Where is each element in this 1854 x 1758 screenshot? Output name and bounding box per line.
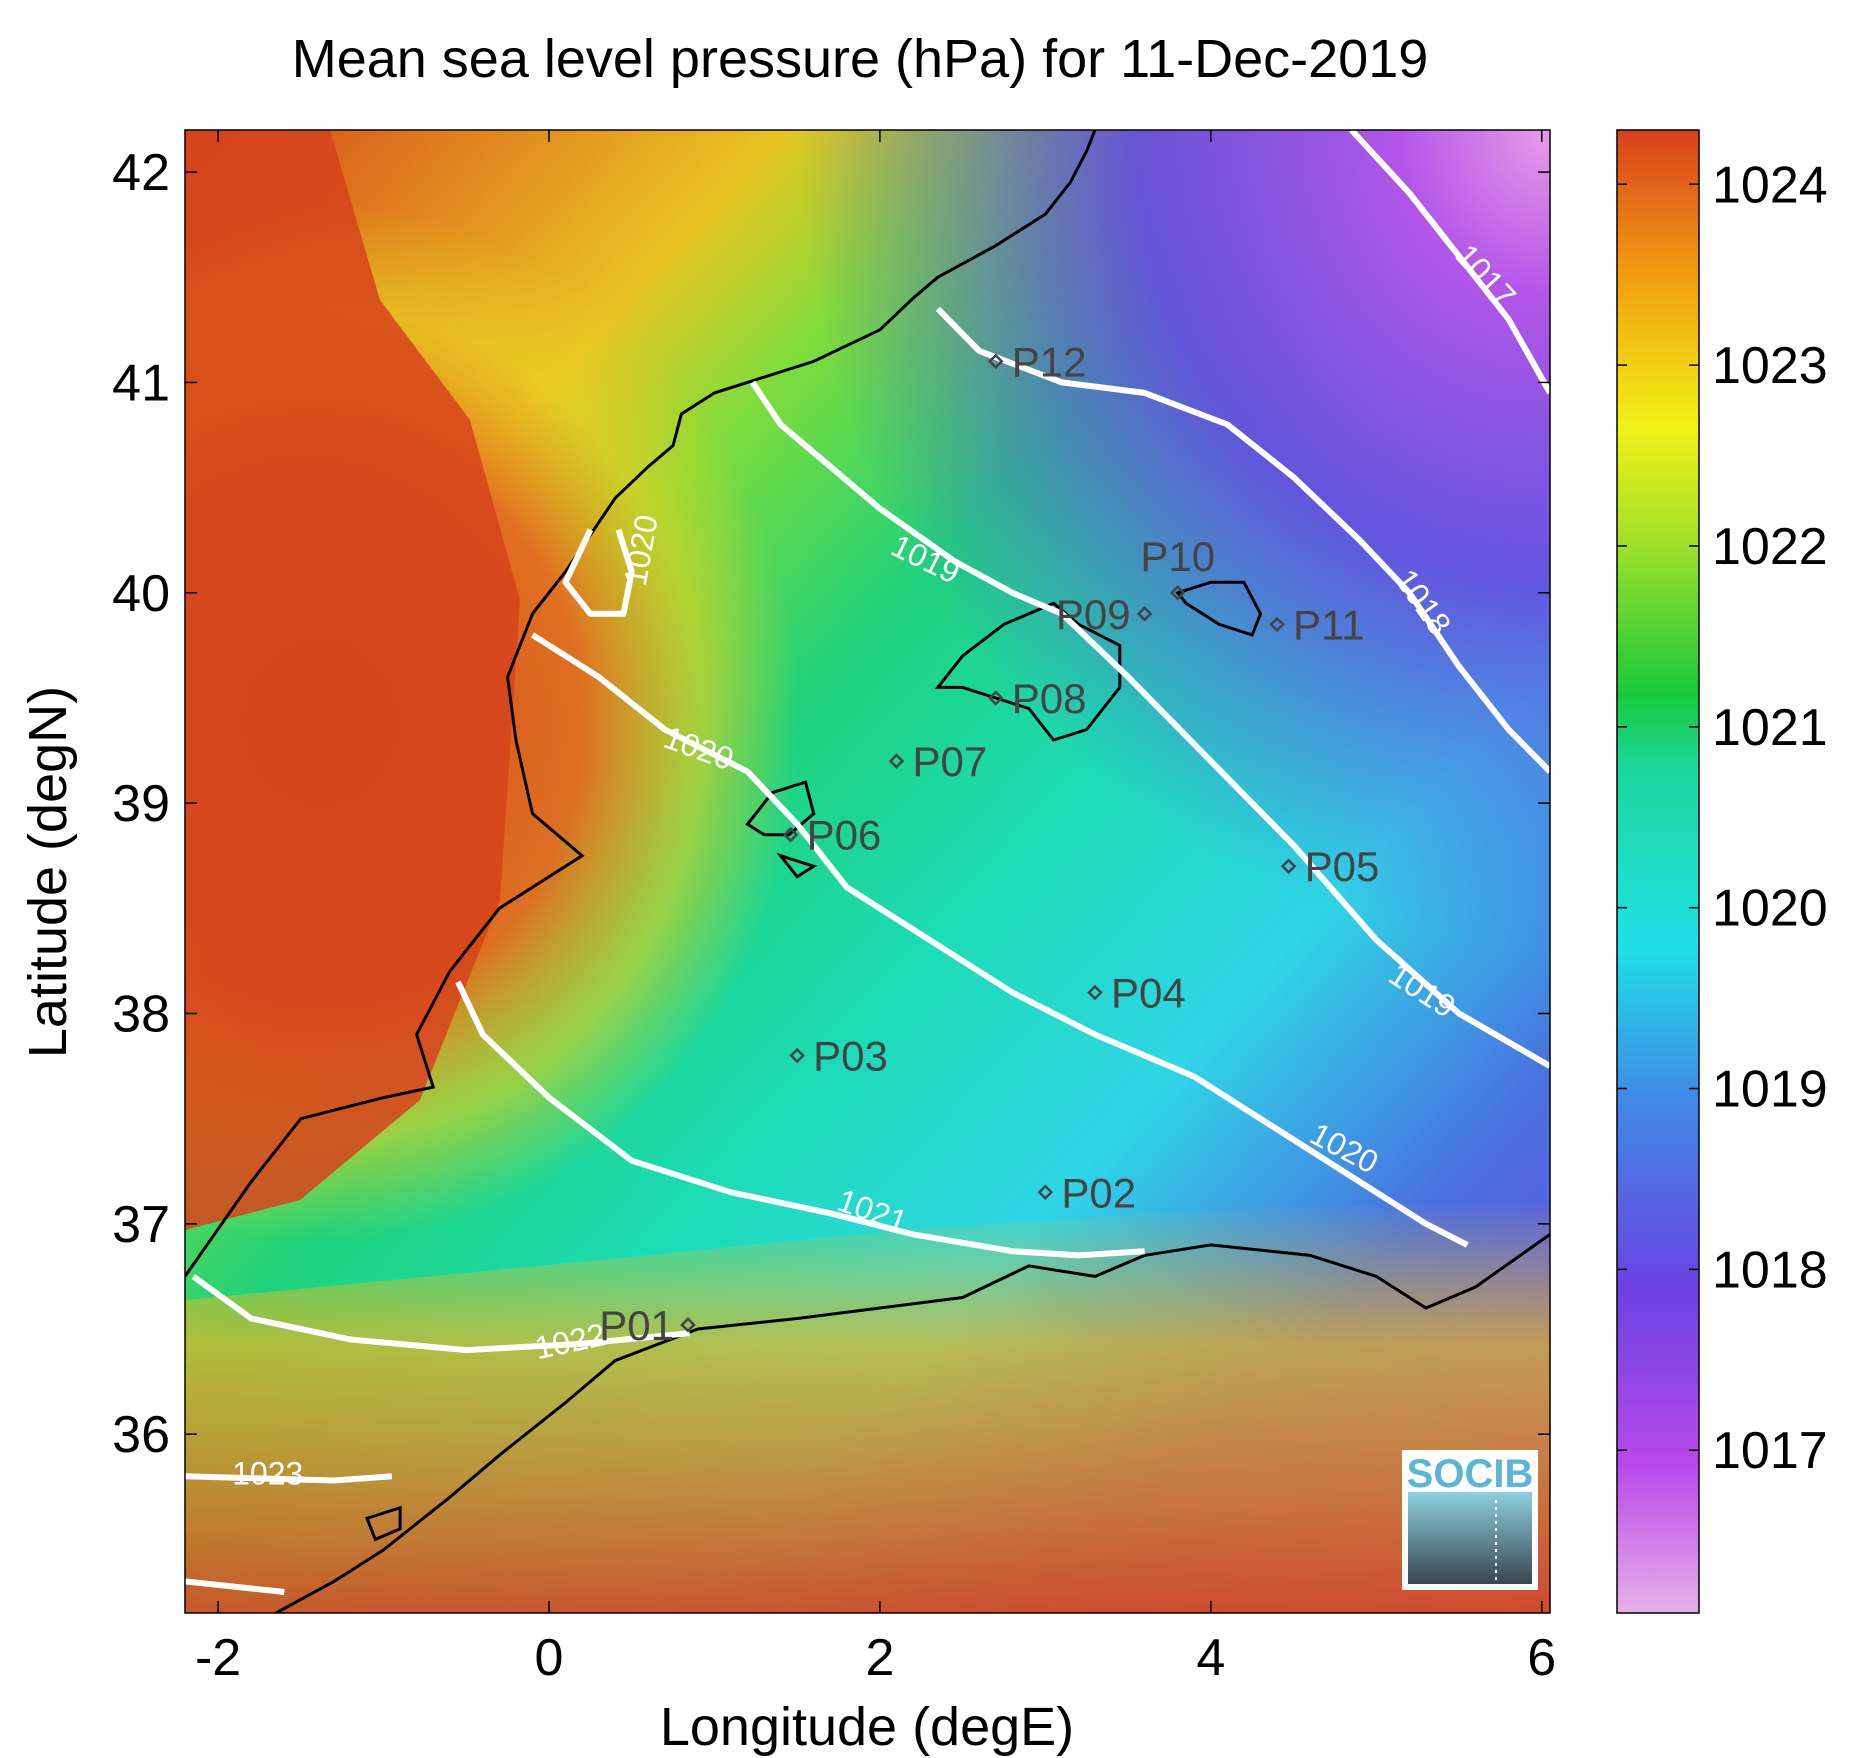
colorbar: 1017 1018 1019 1020 1021 1022 1023 1024 [1616,129,1828,1614]
station-marker-p06 [782,826,799,843]
isobar-line-10 [185,1578,285,1595]
logo-text: SOCIB [1407,1452,1534,1496]
island-outline-3 [776,852,818,879]
y-tick-label: 38 [112,985,170,1043]
station-marker-p02 [1037,1184,1054,1201]
colorbar-tick-label: 1021 [1712,699,1828,757]
colorbar-tick-label: 1019 [1712,1061,1828,1119]
colorbar-ramp [1616,129,1700,1614]
station-label-p05: P05 [1305,843,1380,890]
coastlines [185,130,1550,1613]
isobar-line-1 [935,306,1550,774]
axes: -2 0 2 4 6 36 37 38 39 40 41 42 [112,130,1556,1687]
isobar-label-9: 1023 [232,1456,303,1492]
x-tick-label: 6 [1527,1629,1556,1687]
x-tick-label: 0 [535,1629,564,1687]
coastline-iberia [185,130,1097,1278]
station-label-p08: P08 [1012,675,1087,722]
isobar-line-4 [562,528,635,617]
colorbar-tick-label: 1017 [1712,1422,1828,1480]
colorbar-tick-label: 1018 [1712,1241,1828,1299]
isobar-line-7 [455,980,1145,1259]
station-label-p01: P01 [599,1302,674,1349]
x-tick-label: -2 [195,1629,241,1687]
station-marker-p01 [680,1317,696,1333]
station-marker-p11 [1269,616,1285,633]
colorbar-tick-label: 1020 [1712,880,1828,938]
island-outline-0 [934,601,1122,742]
y-axis-label: Latitude (degN) [18,686,78,1058]
isobar-line-8 [191,1273,690,1354]
plot-frame [184,129,1551,1614]
x-axis-label: Longitude (degE) [660,1697,1074,1757]
station-marker-p04 [1087,984,1103,1001]
station-label-p10: P10 [1140,533,1215,580]
station-label-p09: P09 [1056,591,1131,638]
isobar-line-2 [750,380,1550,1069]
island-outline-4 [365,1505,402,1542]
station-marker-p12 [987,353,1004,370]
station-marker-p07 [888,753,905,769]
y-tick-label: 40 [112,565,170,623]
station-label-p12: P12 [1012,338,1087,385]
station-label-p06: P06 [807,812,882,859]
station-marker-p10 [1169,585,1186,601]
map-title: Mean sea level pressure (hPa) for 11-Dec… [291,29,1429,89]
island-outline-1 [1175,580,1263,637]
station-marker-p05 [1280,858,1297,875]
x-tick-label: 4 [1196,1629,1225,1687]
coastline-africa [275,1233,1550,1613]
colorbar-tick-label: 1024 [1712,156,1828,214]
station-label-p11: P11 [1293,601,1365,648]
station-marker-p03 [789,1047,805,1064]
colorbar-tick-label: 1023 [1712,337,1828,395]
colorbar-ticks: 1017 1018 1019 1020 1021 1022 1023 1024 [1617,156,1828,1480]
pressure-field [185,130,1550,1613]
colorbar-tick-label: 1022 [1712,518,1828,576]
station-label-p07: P07 [912,738,987,785]
y-tick-label: 42 [112,144,170,202]
station-marker-p08 [987,690,1004,706]
station-label-p02: P02 [1061,1169,1136,1216]
y-tick-label: 39 [112,775,170,833]
island-outline-2 [745,780,816,837]
y-tick-label: 36 [112,1406,170,1464]
isobar-line-9 [185,1473,393,1484]
station-marker-p09 [1136,606,1153,622]
y-tick-label: 37 [112,1196,170,1254]
x-tick-label: 2 [865,1629,894,1687]
isobar-line-5 [530,632,1469,1248]
station-label-p03: P03 [813,1033,888,1080]
y-tick-label: 41 [112,354,170,412]
station-label-p04: P04 [1111,969,1186,1016]
isobar-line-0 [1349,130,1550,395]
socib-logo: SOCIB [1402,1450,1538,1590]
